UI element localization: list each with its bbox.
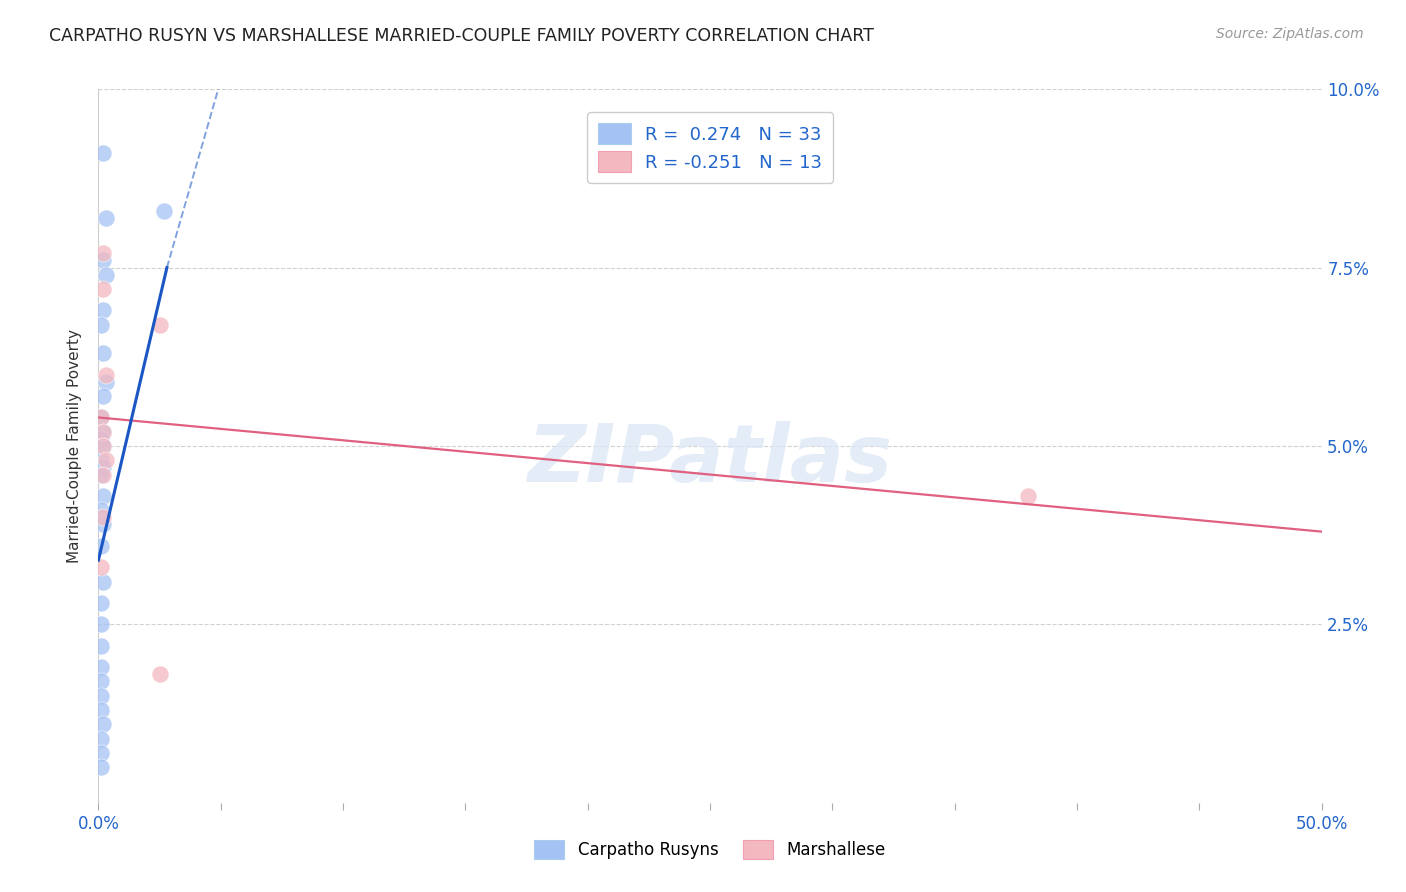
Point [91,467,114,482]
Point [94,375,117,389]
Point [90,560,112,574]
Point [91,510,114,524]
Point [90,617,112,632]
Point [153,203,176,218]
Point [90,639,112,653]
Point [90,539,112,553]
Point [90,596,112,610]
Legend: Carpatho Rusyns, Marshallese: Carpatho Rusyns, Marshallese [527,833,893,866]
Point [90,760,112,774]
Point [91,146,114,161]
Point [91,253,114,268]
Point [1017,489,1039,503]
Point [94,368,117,382]
Point [149,318,172,332]
Text: CARPATHO RUSYN VS MARSHALLESE MARRIED-COUPLE FAMILY POVERTY CORRELATION CHART: CARPATHO RUSYN VS MARSHALLESE MARRIED-CO… [49,27,875,45]
Point [90,432,112,446]
Point [91,282,114,296]
Point [90,703,112,717]
Point [91,389,114,403]
Point [91,246,114,260]
Point [91,439,114,453]
Point [90,689,112,703]
Point [90,318,112,332]
Text: ZIPatlas: ZIPatlas [527,421,893,500]
Point [90,410,112,425]
Point [90,746,112,760]
Point [90,467,112,482]
Point [91,425,114,439]
Point [91,425,114,439]
Y-axis label: Married-Couple Family Poverty: Married-Couple Family Poverty [67,329,83,563]
Point [90,410,112,425]
Point [94,453,117,467]
Text: Source: ZipAtlas.com: Source: ZipAtlas.com [1216,27,1364,41]
Point [91,489,114,503]
Point [91,460,114,475]
Point [90,731,112,746]
Point [94,268,117,282]
Point [91,346,114,360]
Point [91,574,114,589]
Point [94,211,117,225]
Point [149,667,172,681]
Point [91,439,114,453]
Point [91,517,114,532]
Point [90,660,112,674]
Point [90,674,112,689]
Point [91,717,114,731]
Point [91,303,114,318]
Point [90,503,112,517]
Point [90,453,112,467]
